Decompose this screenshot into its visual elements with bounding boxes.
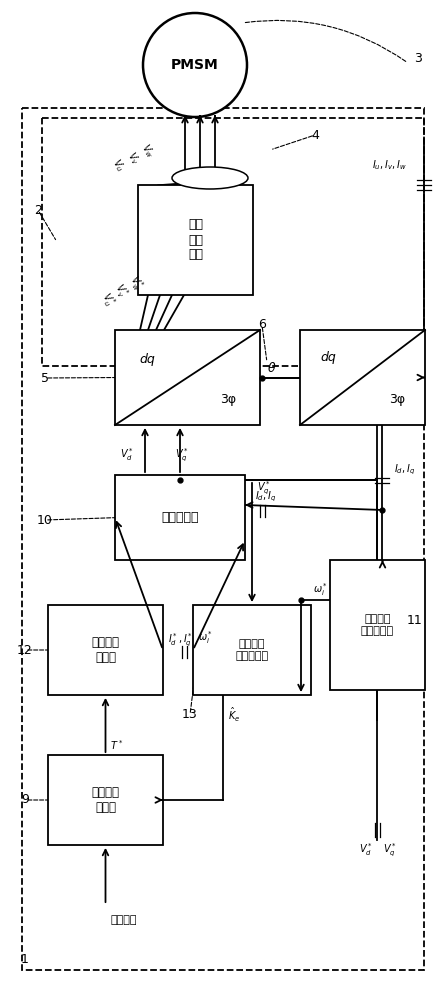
Text: 3: 3 [413, 52, 421, 65]
Text: $V_u^*$: $V_u^*$ [97, 289, 119, 311]
Text: 9: 9 [21, 793, 29, 806]
Text: $I_d, I_q$: $I_d, I_q$ [254, 490, 276, 504]
Text: $V_u$: $V_u$ [109, 156, 127, 174]
Text: $V_q^*$: $V_q^*$ [175, 446, 188, 464]
Circle shape [143, 13, 247, 117]
Ellipse shape [172, 167, 247, 189]
Text: 3φ: 3φ [388, 393, 404, 406]
Bar [115, 330, 259, 425]
Text: $V_w^*$: $V_w^*$ [125, 272, 147, 294]
Text: $I_d^*, I_q^*$: $I_d^*, I_q^*$ [168, 631, 193, 649]
Text: $\omega_i^*$: $\omega_i^*$ [198, 630, 213, 646]
Bar [22, 108, 423, 970]
Text: 电流指令
生成器: 电流指令 生成器 [91, 636, 119, 664]
Text: 2: 2 [34, 204, 42, 217]
Text: 10: 10 [37, 514, 53, 526]
Text: 推定指令: 推定指令 [110, 915, 137, 925]
Bar [329, 560, 424, 690]
Text: $I_d, I_q$: $I_d, I_q$ [394, 463, 415, 477]
Text: PMSM: PMSM [171, 58, 219, 72]
Bar [193, 605, 310, 695]
Text: 位置速度
推定运算部: 位置速度 推定运算部 [360, 614, 393, 636]
Text: 6: 6 [258, 318, 265, 332]
Text: $V_v$: $V_v$ [124, 149, 142, 167]
Text: 1: 1 [21, 953, 29, 966]
Text: dq: dq [139, 354, 155, 366]
Text: 电压
输出
装置: 电压 输出 装置 [187, 219, 202, 261]
Text: $T^*$: $T^*$ [110, 738, 124, 752]
Text: $V_d^*$: $V_d^*$ [120, 447, 134, 463]
Text: $\hat{K}_e$: $\hat{K}_e$ [227, 706, 240, 724]
Bar [138, 185, 252, 295]
Text: 电流控制器: 电流控制器 [161, 511, 198, 524]
Text: $\omega_i^*$: $\omega_i^*$ [312, 582, 328, 598]
Bar [42, 118, 423, 366]
Text: 5: 5 [41, 371, 49, 384]
Text: 12: 12 [17, 644, 33, 656]
Text: 4: 4 [311, 129, 318, 142]
Text: $V_v^*$: $V_v^*$ [110, 280, 131, 302]
Text: 11: 11 [406, 613, 422, 626]
Text: $V_q^*$: $V_q^*$ [381, 841, 396, 859]
Bar [48, 605, 162, 695]
Text: 13: 13 [182, 708, 198, 722]
Bar [115, 475, 244, 560]
Text: $V_q^*$: $V_q^*$ [256, 479, 270, 497]
Text: $V_d^*$: $V_d^*$ [358, 842, 371, 858]
Bar [48, 755, 162, 845]
Text: 3φ: 3φ [219, 393, 236, 406]
Text: $\theta$: $\theta$ [267, 360, 276, 374]
Text: 磁铁磁通
推定运算部: 磁铁磁通 推定运算部 [235, 639, 268, 661]
Text: 转矩指令
生成器: 转矩指令 生成器 [91, 786, 119, 814]
Text: $I_u, I_v, I_w$: $I_u, I_v, I_w$ [371, 158, 406, 172]
Text: $V_w$: $V_w$ [138, 141, 157, 161]
Bar [299, 330, 424, 425]
Text: dq: dq [319, 352, 335, 364]
